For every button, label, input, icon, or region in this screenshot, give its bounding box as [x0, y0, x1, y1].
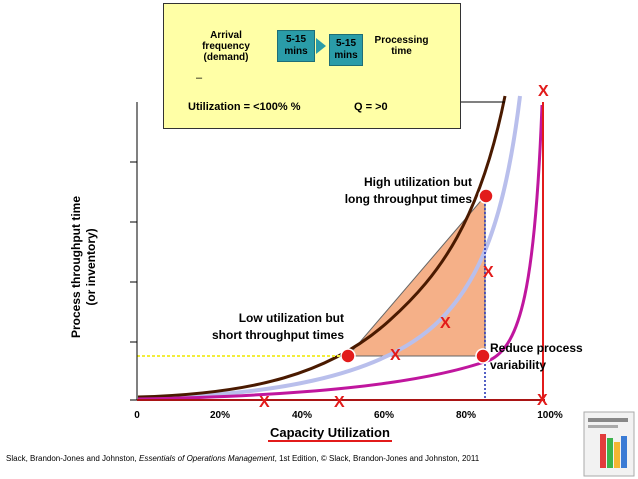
low-utilization-annotation: Low utilization but short throughput tim…	[162, 310, 344, 344]
curve-medium-variability	[137, 95, 522, 400]
arrival-range-box: 5-15 mins	[277, 30, 315, 62]
arrival-line-3: (demand)	[203, 52, 249, 63]
citation-title: Essentials of Operations Management	[138, 454, 275, 463]
reduce-annotation-line-2: variability	[490, 358, 547, 372]
x-tick-label: 20%	[209, 410, 230, 421]
x-mark: X	[537, 392, 548, 409]
citation-footer: Slack, Brandon-Jones and Johnston, Essen…	[6, 454, 479, 463]
processing-range-box: 5-15 mins	[329, 34, 363, 66]
x-tick-label: 60%	[373, 410, 394, 421]
curve-low-variability	[137, 104, 544, 401]
processing-range-unit: mins	[334, 50, 358, 61]
x-axis-label: Capacity Utilization	[268, 425, 392, 442]
utilization-note: Utilization = <100% %	[188, 101, 301, 113]
x-mark: X	[334, 394, 345, 411]
x-mark: X	[390, 347, 401, 364]
x-tick-label: 100%	[537, 410, 563, 421]
dash-mark: –	[196, 72, 203, 84]
high-utilization-annotation: High utilization but long throughput tim…	[300, 174, 472, 208]
low-annotation-line-2: short throughput times	[212, 328, 344, 342]
x-tick-label: 40%	[291, 410, 312, 421]
x-mark: X	[538, 83, 549, 100]
high-utilization-point	[478, 188, 494, 204]
processing-range-value: 5-15	[335, 38, 356, 49]
x-tick-label: 0	[134, 410, 140, 421]
citation-suffix: , 1st Edition, © Slack, Brandon-Jones an…	[274, 454, 480, 463]
queue-info-box: Arrival frequency (demand) 5-15 mins 5-1…	[163, 3, 461, 129]
processing-line-1: Processing	[374, 35, 429, 46]
processing-time-label: Processing time	[364, 35, 439, 57]
citation-prefix: Slack, Brandon-Jones and Johnston,	[6, 454, 139, 463]
arrival-range-unit: mins	[284, 46, 308, 57]
y-axis-label: Process throughput time (or inventory)	[69, 157, 99, 377]
arrival-line-2: frequency	[202, 41, 250, 52]
queue-note: Q = >0	[354, 101, 388, 113]
curve-high-variability	[137, 95, 507, 399]
flow-arrow-icon	[316, 38, 326, 54]
low-annotation-line-1: Low utilization but	[238, 311, 344, 325]
x-mark: X	[483, 264, 494, 281]
arrival-frequency-label: Arrival frequency (demand)	[186, 30, 266, 63]
processing-line-2: time	[391, 46, 412, 57]
reduce-annotation-line-1: Reduce process	[490, 341, 583, 355]
x-mark: X	[259, 394, 270, 411]
y-axis-label-line-2: (or inventory)	[84, 228, 98, 306]
y-axis-label-line-1: Process throughput time	[69, 196, 83, 339]
low-utilization-point	[340, 348, 356, 364]
reduced-variability-point	[475, 348, 491, 364]
high-annotation-line-1: High utilization but	[364, 175, 472, 189]
arrival-line-1: Arrival	[210, 30, 242, 41]
arrival-range-value: 5-15	[285, 34, 306, 45]
high-annotation-line-2: long throughput times	[344, 192, 472, 206]
x-mark: X	[440, 315, 451, 332]
reduce-variability-annotation: Reduce process variability	[490, 340, 610, 374]
x-tick-label: 80%	[455, 410, 476, 421]
book-cover-thumbnail	[583, 411, 635, 477]
